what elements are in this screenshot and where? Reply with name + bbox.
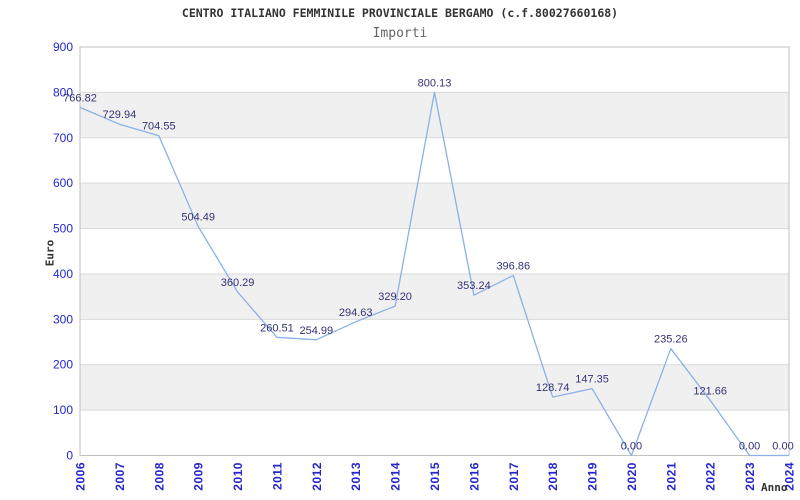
point-label: 353.24: [457, 280, 491, 292]
x-tick-label: 2008: [152, 462, 166, 491]
x-axis-title: Anno: [761, 481, 788, 494]
x-tick-label: 2019: [586, 462, 600, 491]
x-tick-label: 2020: [625, 462, 639, 491]
x-tick-label: 2009: [192, 462, 206, 491]
y-tick-label: 700: [53, 131, 73, 145]
x-tick-label: 2015: [428, 462, 442, 491]
y-tick-label: 600: [53, 176, 73, 190]
chart-subtitle: Importi: [372, 26, 428, 41]
point-label: 128.74: [536, 382, 570, 394]
x-tick-label: 2006: [74, 462, 88, 491]
x-tick-label: 2023: [743, 462, 757, 491]
point-label: 329.20: [378, 291, 412, 303]
point-label: 504.49: [181, 212, 215, 224]
plot-border: [79, 46, 790, 456]
point-label: 360.29: [221, 277, 255, 289]
point-label: 0.00: [739, 441, 760, 453]
grid-band: [80, 92, 789, 138]
chart-title: CENTRO ITALIANO FEMMINILE PROVINCIALE BE…: [181, 6, 619, 20]
x-tick-label: 2007: [113, 462, 127, 491]
x-tick-label: 2024: [783, 462, 797, 491]
point-label: 729.94: [103, 109, 137, 121]
x-tick-label: 2010: [231, 462, 245, 491]
series-line: [79, 91, 789, 457]
grid-band: [80, 364, 789, 411]
y-tick-label: 400: [53, 267, 73, 281]
grid-band: [80, 273, 789, 320]
x-tick-label: 2013: [349, 462, 363, 491]
point-label: 147.35: [575, 374, 609, 386]
point-label: 254.99: [300, 325, 334, 337]
x-tick-label: 2021: [664, 462, 678, 491]
grid-band: [80, 183, 789, 229]
y-tick-label: 200: [53, 358, 73, 372]
y-tick-label: 500: [53, 222, 73, 236]
x-tick-label: 2016: [467, 462, 481, 491]
y-tick-label: 100: [53, 403, 73, 417]
point-label: 0.00: [621, 441, 642, 453]
x-tick-label: 2018: [546, 462, 560, 491]
point-label: 235.26: [654, 334, 688, 346]
x-tick-label: 2012: [310, 462, 324, 491]
x-tick-label: 2022: [704, 462, 718, 491]
x-tick-label: 2014: [389, 462, 403, 491]
y-tick-label: 800: [53, 85, 73, 99]
y-tick-label: 900: [53, 40, 73, 54]
point-label: 260.51: [260, 322, 294, 334]
point-label: 294.63: [339, 307, 373, 319]
point-label: 766.82: [63, 92, 97, 104]
y-axis-title: Euro: [43, 239, 57, 267]
y-tick-label: 0: [66, 449, 73, 463]
x-tick-label: 2017: [507, 462, 521, 491]
y-tick-label: 300: [53, 312, 73, 326]
x-tick-label: 2011: [270, 462, 284, 490]
point-label: 121.66: [693, 385, 727, 397]
point-label: 396.86: [496, 260, 530, 272]
point-label: 704.55: [142, 121, 176, 133]
point-label: 800.13: [418, 77, 452, 89]
point-label: 0.00: [772, 441, 793, 453]
